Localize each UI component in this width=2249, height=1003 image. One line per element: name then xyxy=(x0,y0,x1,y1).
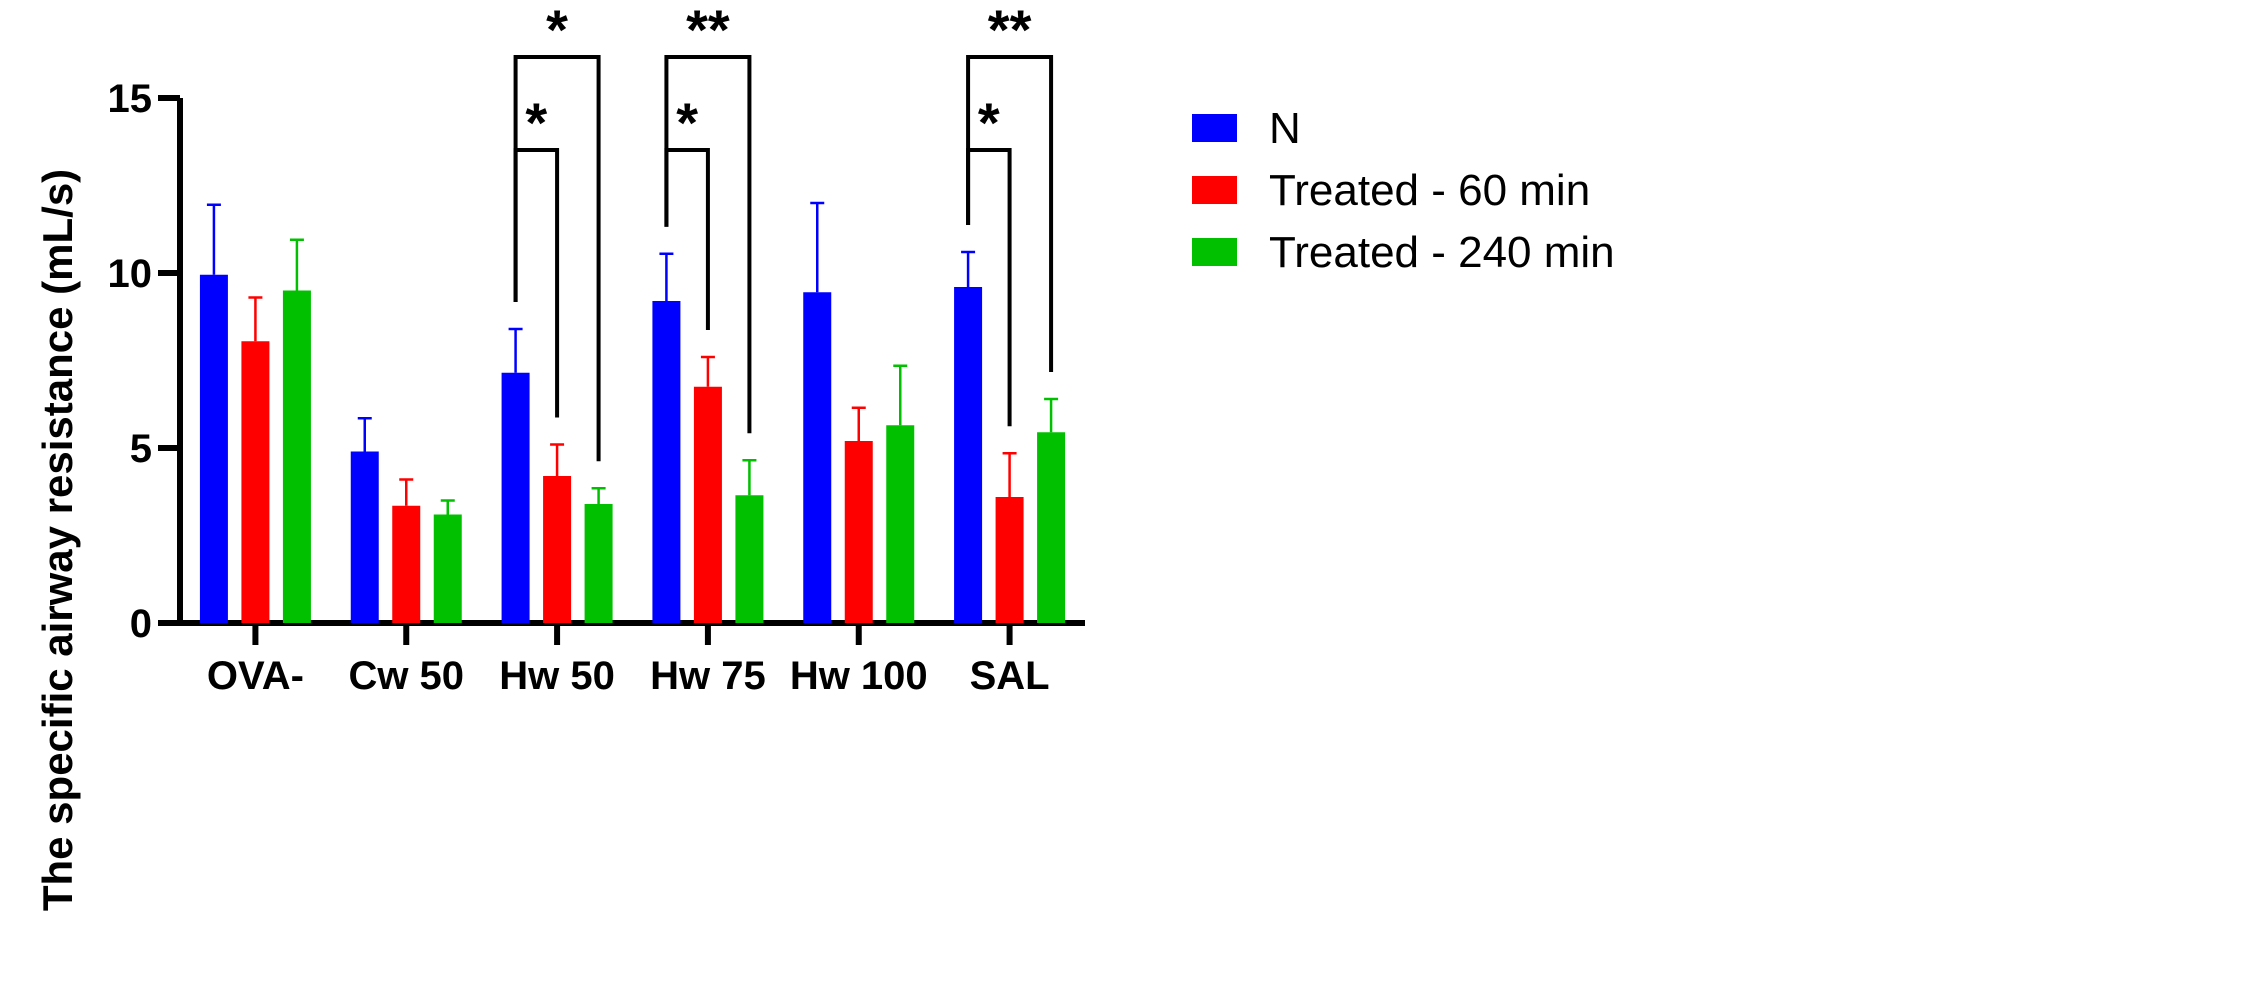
bar xyxy=(241,341,270,623)
axes: 0 5 10 15 OVA- Cw 50 Hw 50 Hw 75 Hw 100 SAL xyxy=(108,77,1085,698)
x-tick-label: Cw 50 xyxy=(348,654,464,698)
significance-bracket xyxy=(966,55,1054,372)
bar xyxy=(392,505,421,623)
bar xyxy=(282,290,311,623)
legend-label: N xyxy=(1269,104,1301,153)
legend-swatch xyxy=(1192,238,1237,266)
y-tick-label: 5 xyxy=(130,427,152,471)
bar xyxy=(543,476,572,623)
significance-label: * xyxy=(525,91,547,154)
x-tick-label: Hw 75 xyxy=(650,654,766,698)
bars xyxy=(199,201,1066,623)
bar xyxy=(433,514,462,623)
x-tick-label: SAL xyxy=(970,654,1050,698)
significance-label: ** xyxy=(686,0,730,61)
bar xyxy=(803,292,832,623)
bar xyxy=(954,287,983,623)
bar xyxy=(844,441,873,623)
y-axis-title: The specific airway resistance (mL/s) xyxy=(34,169,81,911)
significance-bracket xyxy=(513,55,601,462)
significance-label: * xyxy=(676,91,698,154)
x-tick-label: OVA- xyxy=(207,654,304,698)
x-tick-label: Hw 50 xyxy=(499,654,615,698)
bar xyxy=(693,386,722,623)
legend: N Treated - 60 min Treated - 240 min xyxy=(1192,104,1615,277)
bar xyxy=(995,497,1024,623)
bar xyxy=(1037,432,1066,623)
bar xyxy=(501,372,530,623)
significance-label: * xyxy=(978,91,1000,154)
legend-label: Treated - 60 min xyxy=(1269,166,1590,215)
bar xyxy=(886,425,915,623)
significance-label: * xyxy=(546,0,568,61)
legend-label: Treated - 240 min xyxy=(1269,228,1615,277)
legend-swatch xyxy=(1192,114,1237,142)
bar xyxy=(735,495,764,623)
bar xyxy=(584,504,613,623)
y-tick-label: 15 xyxy=(108,77,153,121)
significance-bracket xyxy=(664,55,752,434)
y-tick-label: 10 xyxy=(108,252,153,296)
significance-brackets: ******** xyxy=(513,0,1054,462)
significance-label: ** xyxy=(988,0,1032,61)
bar xyxy=(199,274,228,623)
bar xyxy=(350,451,379,623)
x-tick-label: Hw 100 xyxy=(790,654,928,698)
bar xyxy=(652,301,681,623)
legend-swatch xyxy=(1192,176,1237,204)
y-tick-label: 0 xyxy=(130,602,152,646)
